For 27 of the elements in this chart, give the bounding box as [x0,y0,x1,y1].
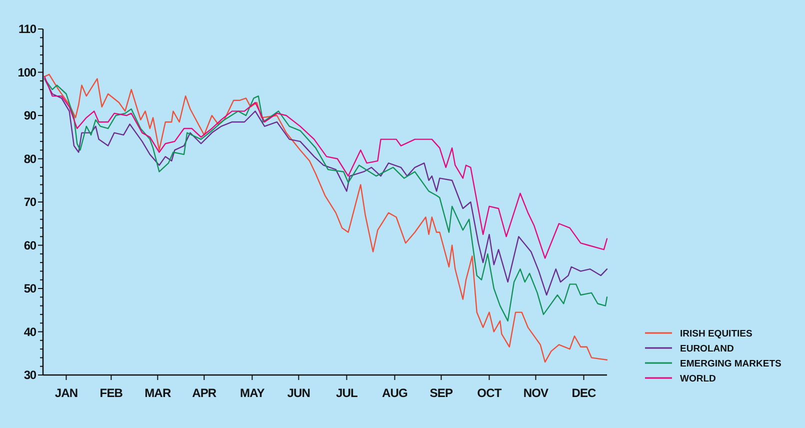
y-tick-label: 70 [24,195,37,210]
x-tick-label: FEB [100,386,124,400]
x-tick-label: JUL [336,386,358,400]
legend-label: EUROLAND [680,344,734,354]
x-tick-label: JUN [287,386,310,400]
x-tick-label: MAR [144,386,172,400]
x-tick-label: OCT [477,386,502,400]
x-tick-label: AUG [382,386,408,400]
legend-label: IRISH EQUITIES [680,328,752,340]
x-tick-label: APR [192,386,217,400]
y-tick-label: 60 [24,238,37,252]
x-tick-label: DEC [572,386,597,400]
x-tick-label: NOV [523,386,549,400]
y-tick-label: 40 [24,324,37,339]
line-series [44,74,608,363]
y-tick-label: 30 [24,368,37,382]
y-tick-label: 80 [24,152,37,166]
y-tick-label: 50 [24,282,37,296]
x-tick-label: MAY [240,386,265,400]
x-tick-label: JAN [54,386,78,400]
y-tick-label: 110 [18,22,37,36]
legend-label: WORLD [680,374,716,384]
y-tick-label: 90 [24,108,37,123]
legend-label: EMERGING MARKETS [680,358,782,370]
x-tick-label: SEP [430,386,454,400]
line-series [44,76,608,259]
y-tick-label: 100 [18,65,37,80]
